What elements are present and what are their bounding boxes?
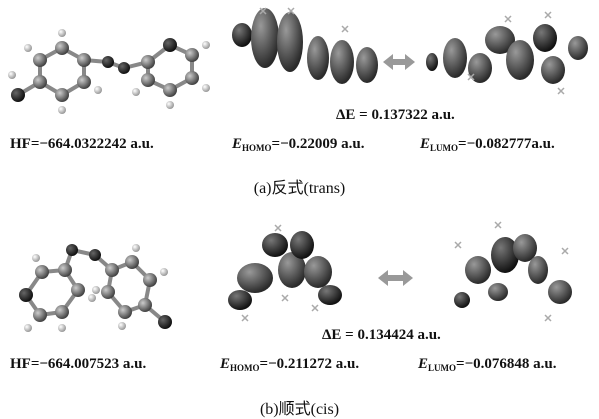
e-lumo: ELUMO=−0.082777a.u. bbox=[420, 136, 555, 153]
figure: ΔE = 0.137322 a.u. HF=−664.0322242 a.u. … bbox=[0, 0, 599, 419]
text: = 0.134424 a.u. bbox=[345, 327, 441, 343]
e-lumo: ELUMO=−0.076848 a.u. bbox=[418, 356, 556, 373]
text: = 0.137322 a.u. bbox=[359, 107, 455, 123]
text: E bbox=[420, 136, 430, 152]
hf: HF=−664.0322242 a.u. bbox=[10, 136, 154, 153]
text: ΔE bbox=[322, 327, 341, 343]
text: =−0.211272 a.u. bbox=[260, 356, 360, 372]
text: E bbox=[232, 136, 242, 152]
text: HOMO bbox=[230, 363, 260, 373]
text: =−0.076848 a.u. bbox=[456, 356, 556, 372]
text: ΔE bbox=[336, 107, 355, 123]
trans-lumo-orbital bbox=[426, 24, 588, 84]
e-homo: EHOMO=−0.211272 a.u. bbox=[220, 356, 359, 373]
hf: HF=−664.007523 a.u. bbox=[10, 356, 146, 373]
delta-e: ΔE = 0.134424 a.u. bbox=[322, 327, 441, 344]
delta-e: ΔE = 0.137322 a.u. bbox=[336, 107, 455, 124]
arrow bbox=[378, 270, 413, 286]
text: HOMO bbox=[242, 143, 272, 153]
text: =−0.22009 a.u. bbox=[272, 136, 365, 152]
arrow bbox=[383, 54, 415, 70]
text: E bbox=[220, 356, 230, 372]
text: LUMO bbox=[430, 143, 458, 153]
cis-lumo-orbital bbox=[454, 234, 572, 308]
text: LUMO bbox=[428, 363, 456, 373]
caption: (b)顺式(cis) bbox=[0, 395, 599, 419]
e-homo: EHOMO=−0.22009 a.u. bbox=[232, 136, 364, 153]
text: E bbox=[418, 356, 428, 372]
cis-molecule bbox=[19, 244, 172, 332]
trans-molecule bbox=[8, 29, 210, 114]
caption: (a)反式(trans) bbox=[0, 174, 599, 198]
text: =−0.082777a.u. bbox=[458, 136, 555, 152]
trans-homo-orbital bbox=[232, 8, 378, 84]
